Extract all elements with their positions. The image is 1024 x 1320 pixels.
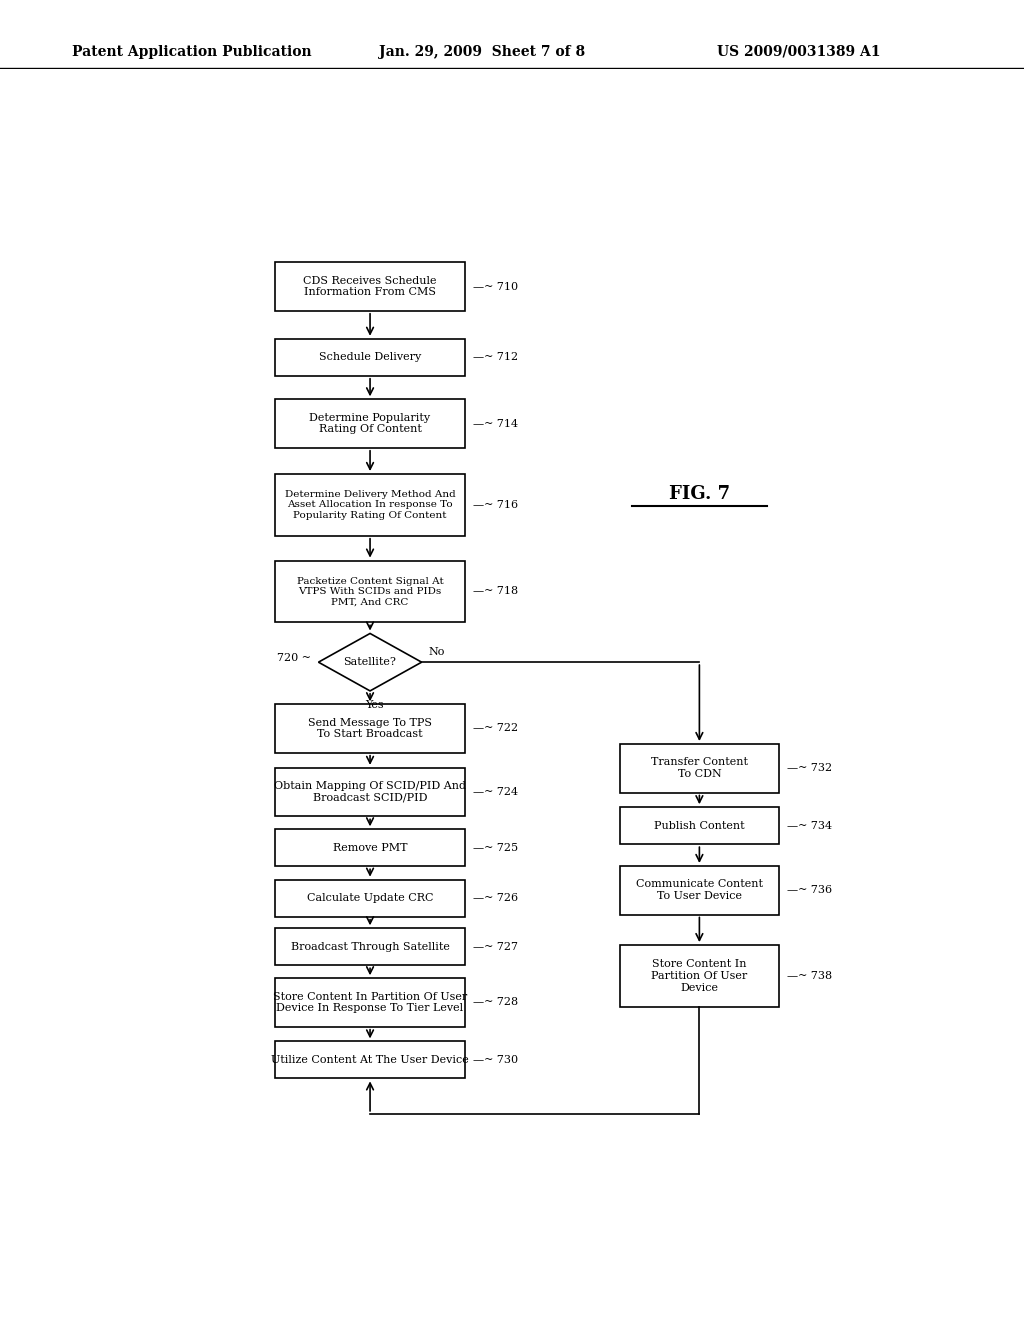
- Text: Send Message To TPS
To Start Broadcast: Send Message To TPS To Start Broadcast: [308, 718, 432, 739]
- Text: —~ 734: —~ 734: [786, 821, 831, 830]
- FancyBboxPatch shape: [274, 263, 465, 312]
- Text: Broadcast Through Satellite: Broadcast Through Satellite: [291, 941, 450, 952]
- Text: —~ 724: —~ 724: [473, 787, 518, 797]
- Text: Patent Application Publication: Patent Application Publication: [72, 45, 311, 59]
- Text: FIG. 7: FIG. 7: [669, 486, 730, 503]
- Text: Store Content In Partition Of User
Device In Response To Tier Level: Store Content In Partition Of User Devic…: [273, 991, 467, 1014]
- Text: US 2009/0031389 A1: US 2009/0031389 A1: [717, 45, 881, 59]
- Text: —~ 722: —~ 722: [473, 723, 518, 734]
- Text: —~ 726: —~ 726: [473, 894, 518, 903]
- Text: —~ 727: —~ 727: [473, 941, 518, 952]
- Text: Obtain Mapping Of SCID/PID And
Broadcast SCID/PID: Obtain Mapping Of SCID/PID And Broadcast…: [274, 781, 466, 803]
- FancyBboxPatch shape: [620, 744, 779, 792]
- Text: Determine Delivery Method And
Asset Allocation In response To
Popularity Rating : Determine Delivery Method And Asset Allo…: [285, 490, 456, 520]
- Text: Calculate Update CRC: Calculate Update CRC: [307, 894, 433, 903]
- Polygon shape: [318, 634, 422, 690]
- Text: Determine Popularity
Rating Of Content: Determine Popularity Rating Of Content: [309, 413, 431, 434]
- Text: Schedule Delivery: Schedule Delivery: [318, 352, 421, 362]
- FancyBboxPatch shape: [274, 339, 465, 376]
- FancyBboxPatch shape: [274, 879, 465, 916]
- Text: Satellite?: Satellite?: [344, 657, 396, 667]
- Text: Jan. 29, 2009  Sheet 7 of 8: Jan. 29, 2009 Sheet 7 of 8: [379, 45, 585, 59]
- Text: —~ 728: —~ 728: [473, 998, 518, 1007]
- FancyBboxPatch shape: [620, 807, 779, 845]
- Text: Packetize Content Signal At
VTPS With SCIDs and PIDs
PMT, And CRC: Packetize Content Signal At VTPS With SC…: [297, 577, 443, 606]
- Text: —~ 730: —~ 730: [473, 1055, 518, 1065]
- FancyBboxPatch shape: [274, 768, 465, 816]
- FancyBboxPatch shape: [274, 399, 465, 447]
- Text: —~ 710: —~ 710: [473, 281, 518, 292]
- Text: —~ 738: —~ 738: [786, 972, 831, 981]
- Text: —~ 712: —~ 712: [473, 352, 518, 362]
- FancyBboxPatch shape: [620, 945, 779, 1007]
- FancyBboxPatch shape: [274, 474, 465, 536]
- Text: No: No: [428, 647, 444, 656]
- FancyBboxPatch shape: [274, 1041, 465, 1078]
- FancyBboxPatch shape: [274, 928, 465, 965]
- Text: —~ 736: —~ 736: [786, 886, 831, 895]
- Text: —~ 732: —~ 732: [786, 763, 831, 774]
- Text: Communicate Content
To User Device: Communicate Content To User Device: [636, 879, 763, 902]
- Text: Yes: Yes: [365, 700, 383, 710]
- FancyBboxPatch shape: [274, 561, 465, 623]
- Text: —~ 718: —~ 718: [473, 586, 518, 597]
- Text: —~ 716: —~ 716: [473, 500, 518, 510]
- Text: 720 ~: 720 ~: [276, 653, 310, 663]
- Text: CDS Receives Schedule
Information From CMS: CDS Receives Schedule Information From C…: [303, 276, 437, 297]
- FancyBboxPatch shape: [274, 704, 465, 752]
- Text: Transfer Content
To CDN: Transfer Content To CDN: [651, 758, 748, 779]
- FancyBboxPatch shape: [274, 829, 465, 866]
- FancyBboxPatch shape: [274, 978, 465, 1027]
- Text: Store Content In
Partition Of User
Device: Store Content In Partition Of User Devic…: [651, 960, 748, 993]
- Text: Remove PMT: Remove PMT: [333, 842, 408, 853]
- Text: —~ 725: —~ 725: [473, 842, 518, 853]
- Text: —~ 714: —~ 714: [473, 418, 518, 429]
- Text: Publish Content: Publish Content: [654, 821, 744, 830]
- Text: Utilize Content At The User Device: Utilize Content At The User Device: [271, 1055, 469, 1065]
- FancyBboxPatch shape: [620, 866, 779, 915]
